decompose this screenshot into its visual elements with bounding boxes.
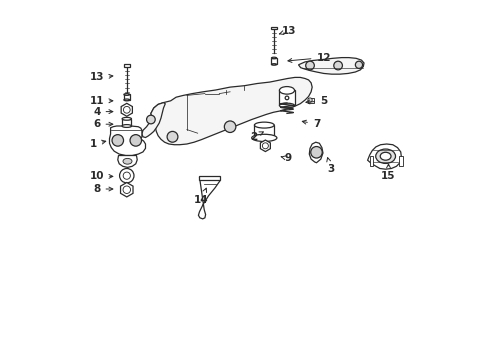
Text: 7: 7 — [302, 119, 320, 129]
Ellipse shape — [254, 122, 274, 128]
Bar — [199, 176, 220, 180]
Bar — [307, 98, 313, 103]
Circle shape — [167, 131, 178, 142]
Bar — [271, 58, 276, 64]
Polygon shape — [109, 126, 145, 156]
Circle shape — [123, 186, 130, 193]
Text: 9: 9 — [281, 153, 291, 163]
Circle shape — [123, 172, 130, 179]
Bar — [369, 156, 373, 166]
Ellipse shape — [123, 94, 129, 95]
Text: 15: 15 — [381, 164, 395, 181]
Circle shape — [355, 61, 362, 68]
Ellipse shape — [122, 125, 131, 127]
Circle shape — [130, 135, 141, 146]
Bar — [254, 125, 274, 138]
Circle shape — [305, 61, 314, 70]
Polygon shape — [198, 177, 220, 219]
Bar — [399, 156, 402, 166]
Polygon shape — [121, 103, 132, 116]
Circle shape — [310, 147, 322, 158]
Polygon shape — [142, 103, 165, 138]
Text: 13: 13 — [279, 26, 296, 36]
Circle shape — [123, 107, 130, 113]
Bar — [123, 94, 129, 100]
Circle shape — [146, 115, 155, 124]
Circle shape — [285, 96, 288, 100]
Text: 4: 4 — [93, 107, 113, 117]
Ellipse shape — [271, 57, 276, 59]
Circle shape — [120, 168, 134, 183]
Circle shape — [224, 121, 235, 132]
Text: 3: 3 — [326, 158, 334, 174]
Polygon shape — [298, 58, 363, 74]
Bar — [122, 119, 131, 126]
Polygon shape — [260, 140, 270, 152]
Text: 14: 14 — [194, 188, 208, 205]
Text: 10: 10 — [89, 171, 113, 181]
Text: 12: 12 — [287, 53, 330, 63]
Ellipse shape — [122, 117, 131, 120]
Ellipse shape — [123, 158, 132, 164]
Text: 2: 2 — [249, 132, 263, 142]
Text: 13: 13 — [89, 72, 113, 82]
Text: 5: 5 — [305, 96, 326, 106]
Ellipse shape — [279, 103, 294, 108]
Text: 8: 8 — [93, 184, 113, 194]
Polygon shape — [151, 77, 311, 145]
Circle shape — [333, 61, 342, 70]
Polygon shape — [118, 156, 137, 167]
Text: 11: 11 — [89, 96, 113, 106]
Ellipse shape — [123, 99, 129, 101]
Ellipse shape — [271, 64, 276, 65]
Polygon shape — [309, 142, 322, 163]
Text: 6: 6 — [93, 119, 113, 129]
Ellipse shape — [375, 149, 395, 163]
Polygon shape — [121, 183, 133, 197]
Ellipse shape — [254, 135, 274, 141]
Text: 1: 1 — [89, 139, 105, 149]
Bar — [279, 90, 294, 105]
Polygon shape — [367, 144, 401, 169]
Ellipse shape — [279, 87, 294, 94]
Bar — [270, 27, 277, 29]
Circle shape — [307, 98, 311, 102]
Ellipse shape — [380, 152, 390, 160]
Ellipse shape — [251, 134, 276, 141]
Circle shape — [262, 143, 268, 149]
Bar — [123, 64, 130, 67]
Circle shape — [112, 135, 123, 146]
